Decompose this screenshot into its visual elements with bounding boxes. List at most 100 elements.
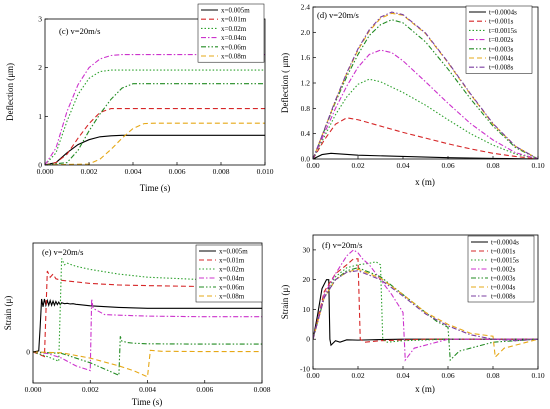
y-axis-label: Deflection ( μm) (280, 53, 290, 113)
legend-label: x=0.06m (221, 43, 247, 51)
series-line-2 (313, 117, 538, 159)
y-tick-label: 3 (38, 15, 42, 24)
series-line-6 (313, 12, 538, 159)
legend-label: x=0.08m (219, 293, 245, 301)
x-tick-label: 0.002 (82, 385, 99, 394)
series-line-3 (33, 258, 262, 363)
x-tick-label: 0.10 (531, 371, 544, 380)
series-line-5 (33, 336, 262, 377)
chart-title: (d) v=20m/s (317, 10, 359, 20)
y-tick-label: 0.0 (301, 155, 311, 164)
y-tick-label: 10 (303, 305, 311, 314)
series-line-3 (313, 78, 538, 159)
legend-label: t=0.003s (489, 45, 514, 53)
legend-label: t=0.001s (491, 248, 516, 256)
y-tick-label: 0.8 (301, 104, 311, 113)
x-tick-label: 0.06 (441, 371, 454, 380)
y-tick-label: 0 (38, 161, 42, 170)
x-tick-label: 0.08 (486, 371, 499, 380)
chart-panel-4: 0.00 0.02 0.04 0.06 0.08 0.10 -10 0 10 20 30 (f) v=… (280, 234, 545, 394)
legend-label: t=0.0004s (489, 9, 517, 17)
legend-label: t=0.0004s (491, 239, 519, 247)
legend-label: x=0.005m (221, 7, 250, 15)
y-tick-label: 1.6 (301, 53, 311, 62)
chart-title: (f) v=20m/s (322, 240, 362, 250)
series-line-6 (45, 122, 265, 165)
legend-label: x=0.01m (221, 16, 247, 24)
legend-label: x=0.08m (221, 53, 247, 61)
y-tick-label: 30 (303, 245, 311, 254)
series-line-5 (313, 19, 538, 159)
legend-label: t=0.004s (489, 55, 514, 63)
series-line-2 (33, 270, 262, 358)
legend-label: x=0.01m (219, 257, 245, 265)
x-tick-label: 0.004 (139, 385, 156, 394)
chart-title: (c) v=20m/s (59, 26, 100, 36)
series-line-4 (45, 53, 265, 165)
y-tick-label: 1.2 (301, 79, 311, 88)
x-axis-label: Time (s) (132, 397, 162, 407)
x-tick-label: 0.02 (351, 161, 364, 170)
legend-label: t=0.003s (491, 275, 516, 283)
series-line-4 (313, 249, 538, 362)
legend-box (195, 244, 263, 303)
x-tick-label: 0.008 (254, 385, 271, 394)
y-tick-label: 2.4 (301, 3, 311, 12)
x-axis-label: x (m) (415, 384, 435, 394)
x-tick-label: 0.08 (486, 161, 499, 170)
y-tick-label: 0 (26, 347, 30, 356)
legend-box (197, 3, 265, 63)
x-tick-label: 0.04 (396, 371, 409, 380)
x-tick-label: 0.06 (441, 161, 454, 170)
legend-label: t=0.002s (489, 36, 514, 44)
x-axis-label: Time (s) (140, 183, 170, 193)
series-line-5 (45, 83, 265, 165)
x-tick-label: 0.10 (531, 161, 544, 170)
legend: x=0.005mx=0.01mx=0.02mx=0.04mx=0.06mx=0.… (195, 244, 263, 303)
series-line-7 (313, 11, 538, 159)
series-line-1 (33, 298, 262, 353)
legend: t=0.0004st=0.001st=0.0015st=0.002st=0.00… (467, 235, 535, 303)
y-tick-label: 2.0 (301, 28, 311, 37)
legend-label: t=0.0015s (489, 27, 517, 35)
chart-title: (e) v=20m/s (42, 247, 83, 257)
series-line-4 (33, 298, 262, 372)
legend-label: x=0.04m (221, 34, 247, 42)
plot-frame (44, 18, 266, 166)
legend-label: x=0.02m (219, 266, 245, 274)
series-line-7 (313, 270, 538, 342)
x-tick-label: 0.00 (306, 161, 319, 170)
legend-label: t=0.001s (489, 18, 514, 26)
chart-panel-1: 0.000 0.002 0.004 0.006 0.008 0.010 0 1 2 3 (c) v=… (5, 3, 274, 193)
y-tick-label: 0 (306, 335, 310, 344)
x-tick-label: 0.006 (169, 167, 186, 176)
x-tick-label: 0.00 (306, 371, 319, 380)
legend-label: t=0.0015s (491, 257, 519, 265)
x-tick-label: 0.006 (196, 385, 213, 394)
y-axis-label: Strain (μ) (280, 285, 290, 320)
series-line-6 (33, 349, 262, 378)
plot-frame (312, 234, 539, 370)
chart-panel-3: 0.000 0.002 0.004 0.006 0.008 0 (e) v=20m/s Tim… (3, 242, 271, 407)
x-axis-label: x (m) (415, 177, 435, 187)
legend-label: x=0.005m (219, 248, 248, 256)
x-tick-label: 0.000 (25, 385, 42, 394)
x-tick-label: 0.04 (396, 161, 409, 170)
legend: t=0.0004st=0.001st=0.0015st=0.002st=0.00… (465, 5, 533, 74)
x-tick-label: 0.004 (125, 167, 142, 176)
y-tick-label: 1 (38, 112, 42, 121)
series-line-3 (313, 261, 538, 343)
legend-label: x=0.02m (221, 25, 247, 33)
series-line-1 (313, 152, 538, 159)
y-axis-label: Strain (μ) (3, 296, 13, 331)
legend-label: x=0.04m (219, 275, 245, 283)
chart-panel-2: 0.00 0.02 0.04 0.06 0.08 0.10 0.0 0.4 0.8 1.2 1.6 2… (280, 3, 545, 188)
y-axis-label: Deflection (μm) (5, 63, 15, 121)
x-tick-label: 0.000 (37, 167, 54, 176)
series-line-3 (45, 69, 265, 165)
y-tick-label: 2 (38, 63, 42, 72)
legend-label: t=0.002s (491, 266, 516, 274)
x-tick-label: 0.02 (351, 371, 364, 380)
